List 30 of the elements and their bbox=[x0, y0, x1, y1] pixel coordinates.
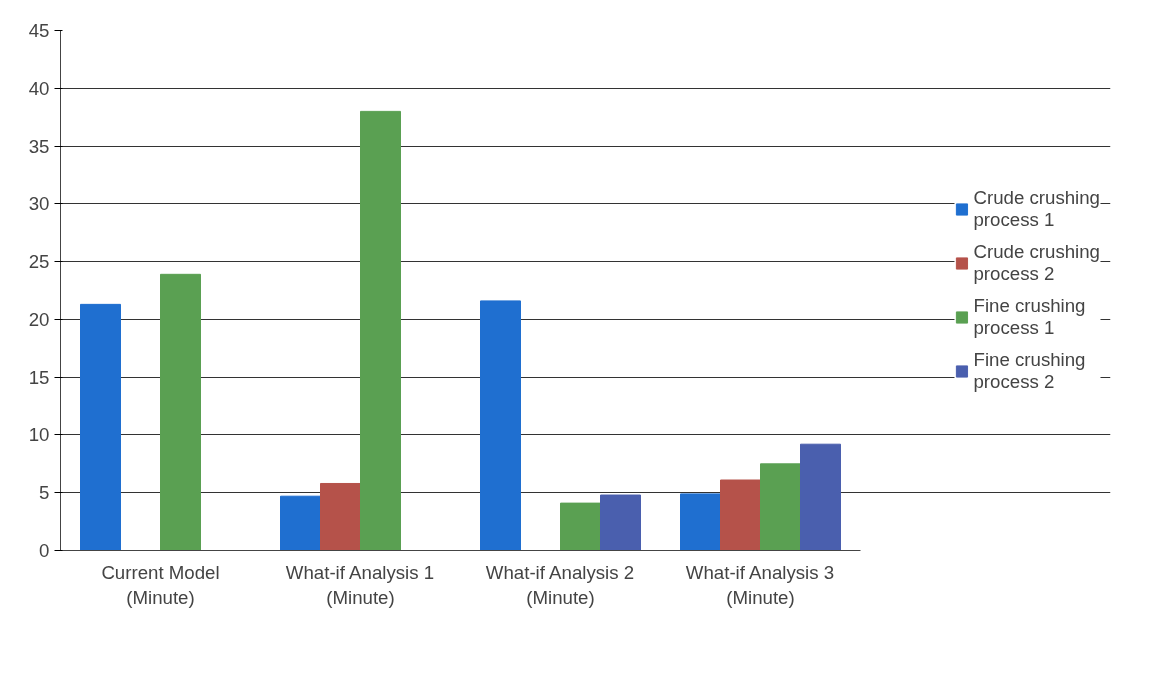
y-tick-label: 0 bbox=[39, 540, 50, 561]
bar bbox=[160, 273, 201, 551]
y-tick-label: 10 bbox=[28, 424, 50, 446]
legend-label: Fine crushing process 1 bbox=[973, 295, 1086, 339]
x-tick-label: What-if Analysis 1 (Minute) bbox=[285, 561, 435, 608]
bar bbox=[800, 443, 841, 551]
bar bbox=[600, 494, 641, 551]
y-tick-label: 30 bbox=[28, 193, 50, 215]
bar bbox=[680, 493, 721, 551]
legend-label: Crude crushing process 1 bbox=[973, 187, 1100, 231]
y-tick-label: 40 bbox=[28, 77, 50, 99]
y-tick-label: 45 bbox=[28, 20, 50, 41]
y-tick-label: 35 bbox=[28, 135, 50, 157]
bar bbox=[280, 495, 321, 551]
legend-label: Fine crushing process 2 bbox=[973, 349, 1086, 393]
bar bbox=[720, 479, 761, 551]
x-tick-label: What-if Analysis 2 (Minute) bbox=[485, 561, 635, 608]
bar bbox=[80, 303, 121, 551]
bar bbox=[320, 482, 361, 551]
x-tick-label: What-if Analysis 3 (Minute) bbox=[685, 561, 835, 608]
y-tick-label: 25 bbox=[28, 251, 50, 273]
y-tick-label: 20 bbox=[28, 308, 50, 330]
legend-label: Crude crushing process 2 bbox=[973, 241, 1100, 285]
bar bbox=[560, 502, 601, 551]
bar bbox=[480, 300, 521, 551]
y-tick-label: 5 bbox=[39, 482, 50, 504]
y-tick-label: 15 bbox=[28, 366, 50, 388]
bar bbox=[360, 110, 401, 551]
x-tick-label: Current Model (Minute) bbox=[101, 561, 220, 608]
bar bbox=[760, 463, 801, 551]
